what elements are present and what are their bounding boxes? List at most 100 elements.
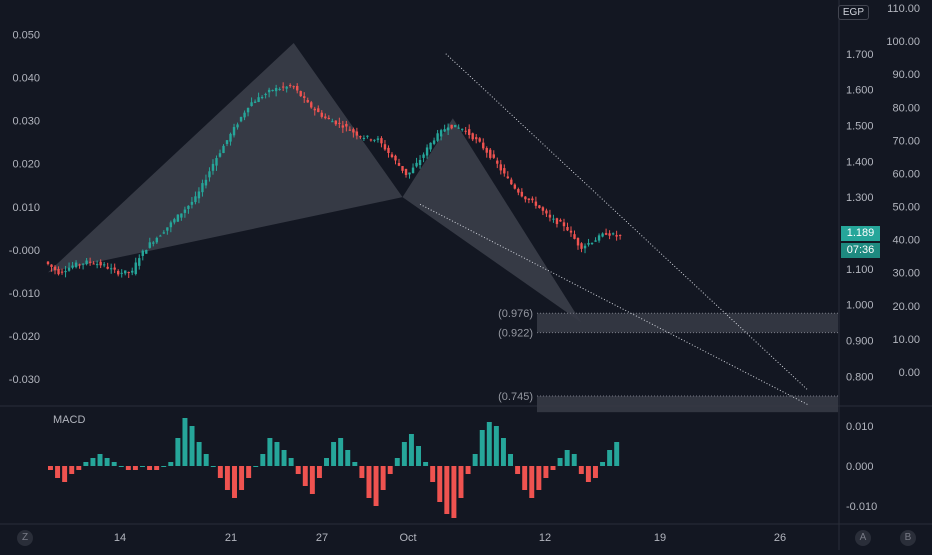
right-axis-tick: 30.00 <box>892 268 920 280</box>
candle-body <box>408 172 411 175</box>
macd-bar <box>331 442 337 466</box>
right-axis-tick: 80.00 <box>892 102 920 114</box>
candle-body <box>180 213 183 218</box>
macd-bar <box>189 426 195 466</box>
candle-body <box>366 135 369 137</box>
candle-body <box>334 120 338 125</box>
macd-bar <box>147 466 153 470</box>
candle-body <box>390 154 394 157</box>
candle-body <box>485 147 488 153</box>
candle-body <box>71 265 74 268</box>
candle-body <box>611 233 615 235</box>
macd-bar <box>479 430 485 466</box>
candle-body <box>369 139 373 141</box>
mid-axis-tick: 1.400 <box>846 156 874 168</box>
candle-body <box>548 214 552 218</box>
pattern-triangle <box>48 43 403 273</box>
candle-body <box>306 100 309 103</box>
candle-body <box>299 91 302 97</box>
currency-badge[interactable]: EGP <box>837 5 869 20</box>
macd-bar <box>380 466 386 490</box>
macd-bar <box>97 454 103 466</box>
macd-bar <box>288 458 294 466</box>
x-axis-tick: 27 <box>316 532 328 544</box>
candle-body <box>566 226 569 231</box>
candle-body <box>499 164 502 171</box>
candle-body <box>460 128 464 130</box>
macd-axis-tick: 0.010 <box>846 421 874 433</box>
macd-bar <box>196 442 202 466</box>
right-axis-tick: 90.00 <box>892 69 920 81</box>
mid-axis-tick: 1.000 <box>846 300 874 312</box>
candle-body <box>310 102 313 108</box>
candle-body <box>517 189 520 193</box>
macd-bar <box>373 466 379 506</box>
settings-b-button[interactable]: B <box>900 530 916 546</box>
macd-bars <box>48 418 620 518</box>
candle-body <box>99 261 102 266</box>
candle-body <box>215 158 218 166</box>
macd-bar <box>76 466 82 470</box>
candle-body <box>506 176 510 179</box>
left-axis-tick: 0.020 <box>12 159 40 171</box>
candle-body <box>327 117 330 120</box>
candle-body <box>597 235 601 241</box>
macd-bar <box>423 462 429 466</box>
mid-axis-tick: 1.600 <box>846 85 874 97</box>
candle-body <box>85 260 88 265</box>
candle-body <box>520 191 524 197</box>
macd-bar <box>359 466 365 478</box>
right-axis-tick: 60.00 <box>892 168 920 180</box>
left-axis-tick: 0.040 <box>12 73 40 85</box>
left-axis-tick: 0.030 <box>12 116 40 128</box>
macd-bar <box>430 466 436 482</box>
macd-bar <box>571 454 577 466</box>
x-axis-tick: 12 <box>539 532 551 544</box>
candle-body <box>278 88 281 90</box>
auto-scale-button[interactable]: A <box>855 530 871 546</box>
macd-bar <box>111 462 117 466</box>
macd-bar <box>493 426 499 466</box>
candle-body <box>608 233 611 236</box>
candle-body <box>281 86 285 88</box>
macd-bar <box>338 438 344 466</box>
macd-bar <box>345 450 351 466</box>
candle-body <box>418 159 422 166</box>
candle-body <box>225 140 229 145</box>
mid-axis-tick: 1.300 <box>846 192 874 204</box>
candle-body <box>257 97 260 102</box>
candle-body <box>538 205 541 208</box>
candle-body <box>562 222 566 227</box>
candle-body <box>106 266 109 269</box>
candle-body <box>320 112 323 117</box>
candle-body <box>569 230 573 233</box>
candle-body <box>67 267 71 271</box>
right-axis-tick: 0.00 <box>899 367 920 379</box>
candle-body <box>267 89 271 93</box>
left-axis-tick: -0.020 <box>9 331 40 343</box>
macd-bar <box>260 454 266 466</box>
candle-body <box>303 96 306 98</box>
candle-body <box>102 264 106 266</box>
candle-body <box>211 163 215 171</box>
candle-body <box>394 155 397 161</box>
macd-bar <box>472 454 478 466</box>
macd-bar <box>203 454 209 466</box>
macd-bar <box>62 466 68 482</box>
fib-label: (0.922) <box>498 328 533 340</box>
mid-axis-tick: 0.900 <box>846 335 874 347</box>
zoom-button[interactable]: Z <box>17 530 33 546</box>
left-axis-tick: -0.000 <box>9 245 40 257</box>
macd-bar <box>529 466 535 498</box>
candle-body <box>169 222 173 228</box>
candle-body <box>127 272 130 274</box>
candle-body <box>183 209 187 213</box>
candle-body <box>552 218 555 220</box>
candle-body <box>113 267 116 270</box>
candle-body <box>131 270 134 273</box>
macd-bar <box>55 466 61 478</box>
candle-body <box>489 149 492 158</box>
candle-body <box>527 198 531 200</box>
